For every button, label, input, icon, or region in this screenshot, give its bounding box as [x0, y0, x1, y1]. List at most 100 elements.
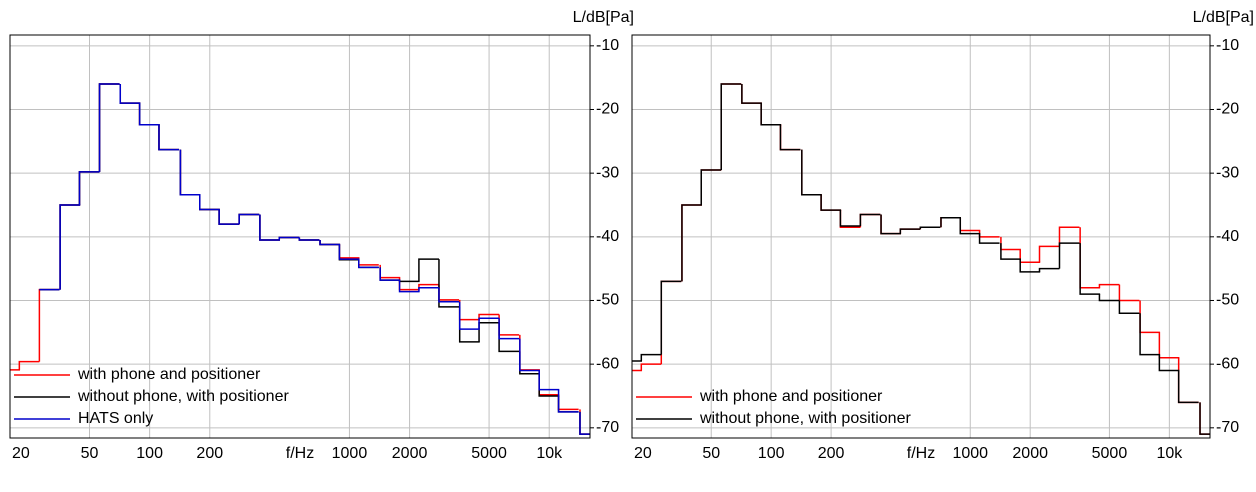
step-segment: [238, 213, 260, 225]
step-segment: [579, 411, 590, 435]
y-tick-label: -30: [1216, 164, 1239, 181]
step-segment: [98, 83, 120, 172]
step-segment: [1038, 245, 1060, 263]
plot-frame: [9, 34, 591, 439]
step-segment: [640, 353, 662, 361]
step-segment: [660, 280, 682, 355]
step-segment: [1118, 300, 1140, 314]
step-segment: [298, 237, 320, 241]
legend-label: without phone, with positioner: [77, 388, 289, 405]
x-tick-label: 2000: [392, 445, 428, 462]
step-segment: [319, 240, 341, 246]
step-segment: [839, 210, 861, 229]
step-segment: [18, 360, 40, 370]
step-segment: [538, 370, 560, 391]
step-segment: [859, 213, 881, 228]
step-segment: [681, 204, 702, 282]
y-tick-label: -10: [1216, 37, 1239, 54]
x-tick-label: 10k: [1156, 445, 1183, 462]
step-segment: [1139, 300, 1161, 334]
legend-label: without phone, with positioner: [699, 410, 911, 427]
step-segment: [1098, 294, 1120, 302]
y-tick-label: -70: [1216, 419, 1239, 436]
step-segment: [98, 83, 120, 172]
step-segment: [899, 228, 921, 234]
y-tick-label: -60: [596, 355, 619, 372]
step-segment: [98, 83, 120, 172]
x-tick-label: 2000: [1012, 445, 1048, 462]
step-segment: [1079, 243, 1101, 295]
y-tick-label: -60: [1216, 355, 1239, 372]
x-axis-label: f/Hz: [286, 445, 314, 462]
step-segment: [259, 214, 280, 241]
y-tick-label: -30: [596, 164, 619, 181]
step-segment: [59, 204, 81, 290]
x-tick-label: 100: [136, 445, 163, 462]
x-tick-label: 200: [196, 445, 223, 462]
x-axis-label: f/Hz: [907, 445, 935, 462]
step-segment: [498, 318, 520, 340]
step-segment: [720, 83, 742, 170]
step-segment: [1038, 267, 1060, 272]
step-segment: [1000, 243, 1021, 260]
step-segment: [278, 236, 300, 241]
step-segment: [179, 149, 201, 196]
y-axis-label: L/dB[Pa]: [1193, 9, 1254, 26]
step-segment: [179, 149, 201, 196]
step-segment: [1098, 283, 1120, 288]
plot-frame: [631, 34, 1211, 439]
step-segment: [959, 217, 981, 235]
x-tick-label: 10k: [536, 445, 563, 462]
step-segment: [760, 103, 782, 126]
step-segment: [1177, 370, 1199, 404]
step-segment: [801, 149, 822, 196]
plot-area: [10, 83, 590, 435]
step-segment: [59, 204, 81, 290]
y-tick-label: -50: [596, 292, 619, 309]
step-segment: [978, 230, 1000, 238]
step-segment: [218, 209, 240, 225]
step-segment: [681, 204, 702, 282]
step-segment: [119, 84, 141, 104]
step-segment: [1058, 226, 1080, 247]
step-segment: [820, 194, 842, 211]
step-segment: [398, 280, 420, 293]
step-segment: [1199, 402, 1210, 435]
step-segment: [78, 171, 100, 205]
step-segment: [880, 214, 902, 235]
step-segment: [358, 259, 379, 269]
step-segment: [940, 216, 961, 228]
step-segment: [859, 213, 881, 226]
step-segment: [978, 233, 1000, 244]
step-segment: [779, 124, 801, 151]
y-tick-label: -40: [596, 228, 619, 245]
step-segment: [1158, 354, 1180, 372]
step-segment: [880, 214, 902, 235]
step-segment: [557, 389, 579, 413]
step-segment: [801, 149, 822, 196]
step-segment: [458, 301, 480, 330]
step-segment: [218, 209, 240, 225]
step-segment: [438, 284, 460, 301]
step-segment: [158, 124, 180, 151]
step-segment: [700, 169, 722, 205]
step-segment: [438, 259, 460, 308]
panel: -10 -20 -30 -40 -50 -60 -70 20 50 100 200 1000 2000 5…: [9, 9, 634, 462]
step-segment: [458, 299, 480, 321]
step-segment: [199, 194, 220, 211]
x-tick-label: 50: [702, 445, 720, 462]
step-segment: [158, 124, 180, 151]
step-segment: [379, 267, 401, 281]
step-segment: [418, 258, 439, 282]
x-tick-label: 1000: [952, 445, 988, 462]
step-segment: [498, 314, 520, 336]
y-tick-label: -70: [596, 419, 619, 436]
x-tick-label: 50: [81, 445, 99, 462]
step-segment: [720, 83, 742, 170]
y-tick-label: -10: [596, 37, 619, 54]
x-tick-label: 20: [12, 445, 30, 462]
y-tick-label: -20: [596, 101, 619, 118]
step-segment: [779, 124, 801, 151]
